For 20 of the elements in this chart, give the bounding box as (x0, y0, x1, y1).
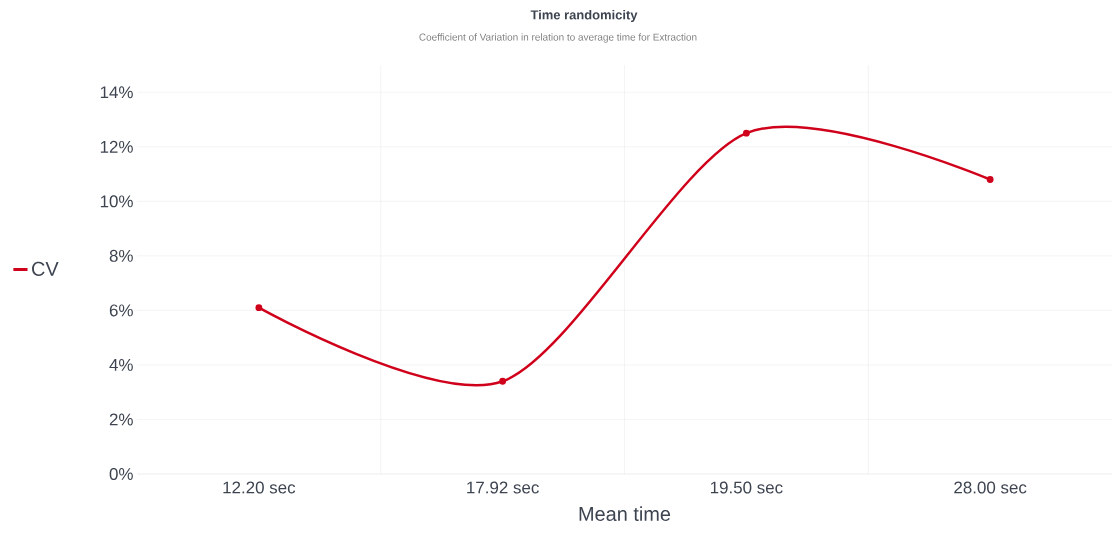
y-tick-label: 4% (109, 359, 133, 371)
x-tick-label: 12.20 sec (223, 481, 296, 494)
chart-subtitle: Coefficient of Variation in relation to average time for Extraction (419, 33, 697, 43)
y-tick-label: 14% (100, 86, 133, 99)
point (255, 304, 263, 312)
x-axis-title: Mean time (579, 506, 671, 521)
x-tick-label: 17.92 sec (467, 481, 539, 494)
y-tick-label: 2% (109, 413, 133, 426)
y-tick-label: 6% (109, 304, 133, 317)
y-tick-label: 0% (109, 468, 133, 480)
x-tick-label: 19.50 sec (710, 481, 783, 494)
x-tick-label: 28.00 sec (954, 481, 1027, 494)
y-tick-label: 8% (109, 249, 133, 262)
y-tick-label: 12% (100, 140, 133, 153)
point (986, 176, 994, 183)
legend-label: CV (32, 261, 59, 276)
chart-title: Time randomicity (530, 9, 638, 23)
y-tick-label: 10% (100, 195, 133, 208)
point (499, 377, 507, 385)
point (742, 129, 750, 137)
